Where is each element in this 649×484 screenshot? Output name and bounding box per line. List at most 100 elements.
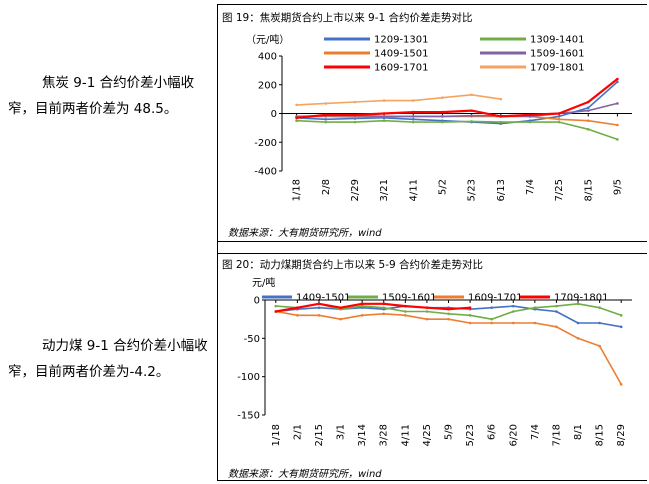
divider-mid2 [217, 253, 647, 254]
x-tick-label: 4/25 [422, 424, 433, 446]
data-point [533, 306, 537, 309]
data-point [533, 321, 537, 325]
data-point [470, 93, 473, 97]
data-point [447, 317, 450, 321]
data-point [586, 109, 590, 112]
x-tick-label: 2/8 [321, 179, 332, 195]
data-point [411, 110, 415, 114]
data-point [324, 102, 328, 105]
series-line [296, 94, 501, 106]
data-point [586, 128, 590, 131]
y-tick-label: 0 [271, 109, 277, 120]
data-point [382, 119, 386, 122]
data-point [616, 138, 619, 141]
series-line [275, 302, 471, 313]
x-tick-label: 3/28 [379, 424, 390, 446]
legend-label: 1709-1801 [554, 293, 609, 304]
data-point [557, 120, 561, 124]
data-point [598, 321, 601, 325]
data-point [425, 317, 429, 321]
x-tick-label: 6/6 [487, 424, 498, 440]
data-point [557, 115, 561, 118]
data-point [586, 100, 590, 104]
data-point [382, 112, 386, 115]
data-point [411, 120, 415, 124]
data-point [360, 314, 364, 317]
y-tick-label: 400 [258, 52, 277, 63]
data-point [382, 115, 386, 118]
x-tick-label: 7/4 [530, 424, 541, 440]
x-tick-label: 3/21 [379, 179, 390, 201]
data-point [511, 304, 515, 308]
divider-bottom [217, 480, 647, 481]
data-point [339, 306, 342, 309]
data-point [382, 312, 386, 316]
text-thermal-coal-spread: 动力煤 9-1 合约价差小幅收窄，目前两者价差为-4.2。 [8, 338, 208, 380]
y-tick-label: 200 [258, 80, 277, 91]
x-tick-label: 1/18 [292, 179, 303, 201]
data-point [557, 112, 561, 115]
data-point [470, 114, 473, 117]
x-tick-label: 8/15 [595, 424, 606, 446]
data-point [324, 117, 328, 121]
data-point [576, 321, 580, 325]
data-point [295, 116, 298, 120]
data-point [490, 306, 493, 309]
divider-mid [217, 241, 647, 242]
y-tick-label: -50 [244, 334, 260, 345]
data-point [511, 310, 515, 313]
data-point [441, 115, 444, 118]
data-point [598, 306, 601, 309]
data-point [360, 302, 364, 306]
x-tick-label: 5/2 [437, 179, 448, 195]
legend-label: 1209-1301 [374, 35, 429, 46]
data-point [616, 123, 619, 127]
text-block-thermal-coal: 动力煤 9-1 合约价差小幅收窄，目前两者价差为-4.2。 [0, 333, 212, 385]
data-point [468, 306, 472, 309]
data-point [441, 110, 444, 114]
x-tick-label: 5/23 [465, 424, 476, 446]
data-point [339, 317, 342, 321]
chart-thermal-coal-spread: 元/吨 -150 -100 -50 0 1/18 2/1 2/15 3/1 3/14 3/28 4/1… [237, 276, 632, 446]
x-tick-label: 2/1 [292, 424, 303, 440]
data-point [468, 314, 472, 317]
data-point [616, 102, 619, 105]
data-point [619, 383, 623, 386]
x-tick-label: 9/5 [612, 179, 623, 195]
y-tick-label: -150 [237, 411, 260, 422]
x-tick-label: 3/1 [336, 424, 347, 440]
data-point [490, 321, 493, 325]
data-point [616, 80, 619, 84]
data-point [619, 325, 623, 329]
data-point [382, 302, 386, 306]
data-point [555, 310, 558, 313]
data-point [499, 97, 503, 101]
data-point [586, 106, 590, 110]
x-tick-label: 8/1 [573, 424, 584, 440]
x-tick-label: 8/29 [616, 424, 627, 446]
data-point [353, 120, 357, 124]
data-point [528, 120, 532, 124]
data-point [576, 302, 580, 306]
text-coke-spread: 焦炭 9-1 合约价差小幅收窄，目前两者价差为 48.5。 [8, 75, 195, 117]
data-point [468, 321, 472, 325]
x-tick-label: 1/18 [271, 424, 282, 446]
divider [217, 4, 218, 481]
legend-label: 1609-1701 [374, 63, 429, 74]
data-point [353, 100, 357, 104]
legend-label: 1309-1401 [530, 35, 585, 46]
data-point [555, 304, 558, 308]
data-point [274, 304, 278, 308]
x-tick-label: 2/29 [350, 179, 361, 201]
x-tick-label: 5/9 [444, 424, 455, 440]
data-point [447, 312, 450, 316]
data-point [490, 317, 493, 321]
data-point [353, 113, 357, 117]
series-line [275, 310, 622, 385]
data-point [598, 344, 601, 348]
figure-19-title: 图 19：焦炭期货合约上市以来 9-1 合约价差走势对比 [222, 12, 473, 24]
data-point [441, 96, 444, 99]
data-point [404, 304, 407, 308]
data-point [511, 321, 515, 325]
unit-label: 元/吨 [252, 276, 275, 289]
